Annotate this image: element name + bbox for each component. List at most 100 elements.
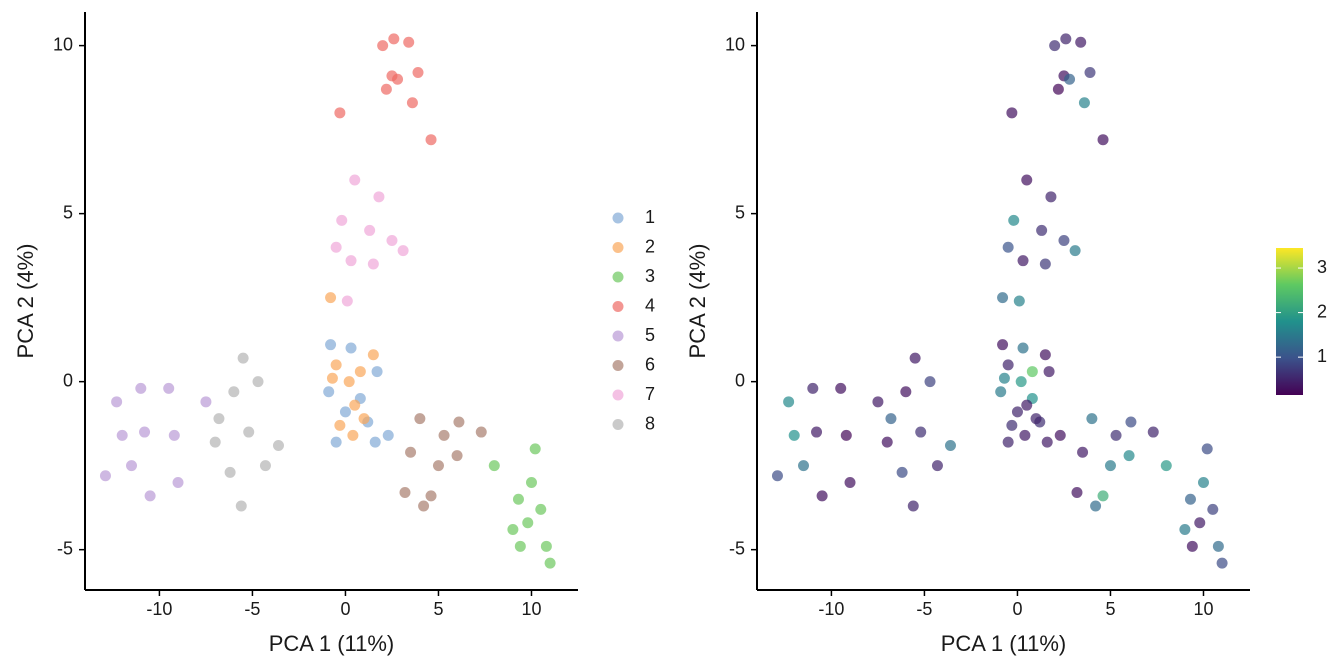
y-tick-label: 0 [735,370,745,390]
point [1006,107,1018,119]
point [1078,97,1090,109]
point [896,466,908,478]
point [334,419,346,431]
point [343,376,355,388]
point [1160,460,1172,472]
point [163,382,175,394]
point [326,372,338,384]
point [371,366,383,378]
legend-label: 5 [645,325,655,345]
point [139,426,151,438]
point [403,36,415,48]
point [358,413,370,425]
point [529,443,541,455]
point [1097,134,1109,146]
point [405,446,417,458]
x-tick-label: -5 [916,599,932,619]
point [330,241,342,253]
x-tick-label: -10 [146,599,172,619]
point [525,476,537,488]
point [1036,224,1048,236]
point [1058,235,1070,247]
x-tick-label: 0 [1012,599,1022,619]
point [224,466,236,478]
point [771,470,783,482]
legend-marker [612,242,624,253]
point [540,540,552,552]
colorbar-tick-label: 3 [1317,257,1327,277]
point [354,366,366,378]
point [388,33,400,45]
y-axis-title: PCA 2 (4%) [13,244,38,359]
point [1030,413,1042,425]
legend-label: 6 [645,354,655,374]
point [341,295,353,307]
point [330,359,342,371]
point [425,490,437,502]
point [840,429,852,441]
y-axis-title: PCA 2 (4%) [685,244,710,359]
point [514,540,526,552]
point [997,292,1009,304]
point [243,426,255,438]
point [1084,66,1096,78]
point [1013,295,1025,307]
point [451,450,463,462]
point [1019,429,1031,441]
legend-marker [612,301,624,312]
point [1054,429,1066,441]
point [425,134,437,146]
point [931,460,943,472]
colorbar [1276,248,1303,395]
point [1021,174,1033,186]
legend-marker [612,419,624,430]
point [399,487,411,499]
point [228,386,240,398]
point [369,436,381,448]
point [1197,476,1209,488]
colorbar-tick-label: 1 [1317,346,1327,366]
point [172,476,184,488]
point [259,460,271,472]
point [1186,540,1198,552]
point [995,386,1007,398]
point [1039,258,1051,270]
point [1075,36,1087,48]
point [345,255,357,267]
point [1008,214,1020,226]
point [1052,83,1064,95]
point [325,292,337,304]
point [111,396,123,408]
point [1147,426,1159,438]
point [507,524,519,536]
point [1077,446,1089,458]
point [126,460,138,472]
x-tick-label: 10 [521,599,541,619]
point [1064,73,1076,85]
legend-marker [612,389,624,401]
point [1039,349,1051,361]
point [144,490,156,502]
point [788,429,800,441]
point [1125,416,1137,428]
x-tick-label: -5 [244,599,260,619]
point [213,413,225,425]
point [1015,376,1027,388]
point [380,83,392,95]
legend-label: 2 [645,236,655,256]
point [1071,487,1083,499]
legend-label: 8 [645,413,655,433]
point [1207,503,1219,515]
point [397,245,409,257]
legend-label: 3 [645,266,655,286]
point [907,500,919,512]
legend-label: 7 [645,384,655,404]
point [1104,460,1116,472]
point [885,413,897,425]
point [1179,524,1191,536]
y-tick-label: 10 [53,34,73,54]
point [1006,419,1018,431]
point [209,436,221,448]
point [418,500,430,512]
point [339,406,351,418]
